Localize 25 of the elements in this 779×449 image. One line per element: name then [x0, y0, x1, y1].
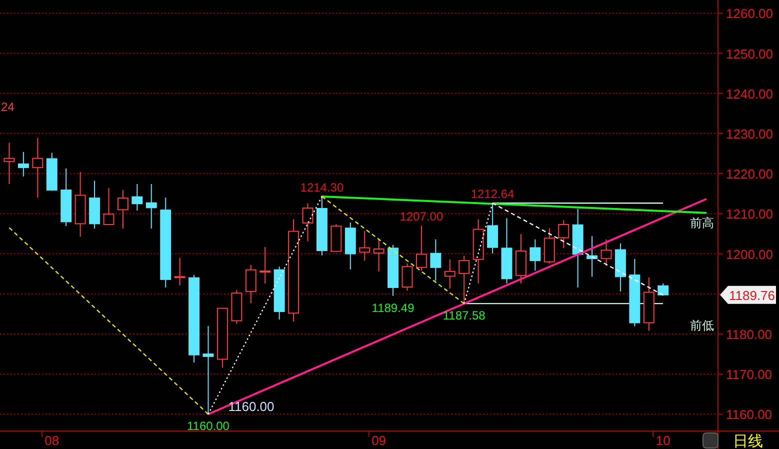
text: 1189.76 [728, 288, 776, 303]
annotation: 1212.64 [470, 187, 515, 202]
ref-line-label: 前高 [690, 216, 714, 230]
y-tick-label: 1260.00 [726, 6, 773, 22]
text: 日线 [733, 433, 763, 449]
y-tick-label: 1220.00 [726, 166, 773, 182]
y-tick-label: 1170.00 [726, 367, 772, 382]
x-tick-label: 08 [44, 433, 60, 448]
annotation: 1214.30 [300, 180, 344, 194]
y-tick-label: 1180.00 [726, 326, 772, 342]
annotation: 1207.00 [400, 210, 444, 224]
annotation: 1160.00 [228, 399, 274, 414]
x-tick-label: 09 [372, 433, 386, 448]
ref-line-label: 前低 [690, 318, 714, 333]
x-tick-label: 10 [656, 433, 670, 448]
annotation: 1189.49 [372, 300, 415, 315]
y-tick-label: 1230.00 [726, 126, 773, 142]
y-tick-label: 1210.00 [726, 206, 773, 222]
annotation: 1160.00 [186, 419, 230, 434]
y-tick-label: 1160.00 [726, 407, 772, 422]
annotation: 24 [1, 100, 15, 114]
y-tick-label: 1240.00 [726, 86, 773, 102]
annotation: 1187.58 [442, 308, 486, 323]
y-tick-label: 1250.00 [726, 46, 773, 62]
y-tick-label: 1200.00 [726, 246, 773, 262]
